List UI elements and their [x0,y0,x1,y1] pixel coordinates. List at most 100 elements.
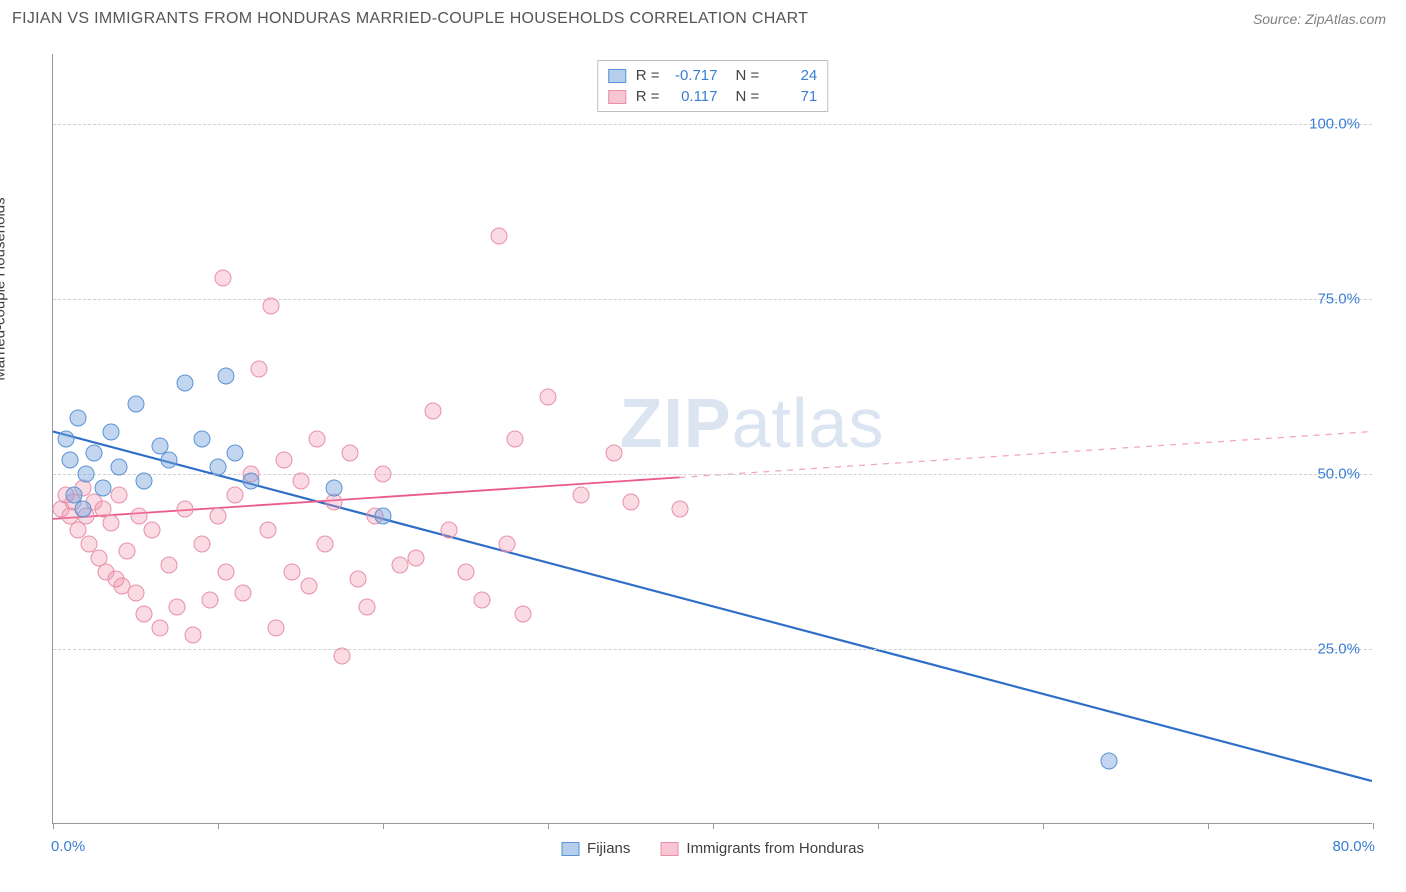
scatter-point [317,536,334,553]
scatter-point [259,522,276,539]
legend-bottom: Fijians Immigrants from Honduras [561,840,864,857]
scatter-point [185,627,202,644]
scatter-point [135,473,152,490]
scatter-point [606,445,623,462]
scatter-point [168,599,185,616]
x-tick [1373,823,1374,829]
scatter-point [69,410,86,427]
swatch-blue [608,69,626,83]
scatter-point [292,473,309,490]
x-tick [1208,823,1209,829]
scatter-point [342,445,359,462]
gridline [53,649,1372,650]
scatter-point [515,606,532,623]
scatter-point [177,501,194,518]
stats-legend-box: R = -0.717 N = 24 R = 0.117 N = 71 [597,60,829,112]
scatter-point [144,522,161,539]
scatter-point [74,501,91,518]
scatter-point [375,466,392,483]
scatter-point [160,452,177,469]
scatter-point [267,620,284,637]
swatch-blue [561,842,579,856]
x-tick-label: 0.0% [51,838,85,855]
scatter-point [243,473,260,490]
x-tick [53,823,54,829]
watermark: ZIPatlas [620,383,885,463]
scatter-point [474,592,491,609]
scatter-point [424,403,441,420]
y-axis-label: Married-couple Households [0,197,9,380]
scatter-point [210,459,227,476]
scatter-point [391,557,408,574]
x-tick [548,823,549,829]
scatter-point [61,452,78,469]
scatter-point [214,270,231,287]
scatter-point [358,599,375,616]
scatter-point [408,550,425,567]
chart-title: FIJIAN VS IMMIGRANTS FROM HONDURAS MARRI… [12,10,808,28]
scatter-point [251,361,268,378]
scatter-point [130,508,147,525]
trendline-pink-extrapolated [680,432,1372,478]
y-tick-label: 25.0% [1317,641,1360,658]
chart-container: Married-couple Households ZIPatlas R = -… [10,44,1396,884]
scatter-point [498,536,515,553]
legend-label: Fijians [587,840,630,857]
trend-lines-svg [53,54,1372,823]
scatter-point [234,585,251,602]
scatter-point [160,557,177,574]
scatter-point [127,396,144,413]
x-tick-label: 80.0% [1332,838,1375,855]
scatter-point [201,592,218,609]
gridline [53,124,1372,125]
scatter-point [78,466,95,483]
scatter-point [300,578,317,595]
scatter-point [573,487,590,504]
scatter-point [94,480,111,497]
scatter-point [622,494,639,511]
scatter-point [193,431,210,448]
scatter-point [226,445,243,462]
scatter-point [135,606,152,623]
legend-item-pink: Immigrants from Honduras [660,840,864,857]
scatter-point [672,501,689,518]
scatter-point [111,487,128,504]
scatter-point [119,543,136,560]
scatter-point [457,564,474,581]
scatter-point [86,445,103,462]
scatter-point [540,389,557,406]
scatter-point [177,375,194,392]
scatter-point [58,431,75,448]
gridline [53,299,1372,300]
scatter-point [111,459,128,476]
scatter-point [284,564,301,581]
scatter-point [102,515,119,532]
x-tick [878,823,879,829]
y-tick-label: 75.0% [1317,291,1360,308]
scatter-point [1101,753,1118,770]
legend-label: Immigrants from Honduras [686,840,864,857]
scatter-point [441,522,458,539]
x-tick [1043,823,1044,829]
scatter-point [350,571,367,588]
scatter-point [507,431,524,448]
scatter-point [276,452,293,469]
scatter-point [325,480,342,497]
scatter-point [152,620,169,637]
scatter-point [218,368,235,385]
scatter-point [262,298,279,315]
x-tick [218,823,219,829]
scatter-point [490,228,507,245]
scatter-point [210,508,227,525]
source-attribution: Source: ZipAtlas.com [1253,11,1386,27]
scatter-point [102,424,119,441]
scatter-point [309,431,326,448]
x-tick [713,823,714,829]
scatter-point [333,648,350,665]
swatch-pink [608,90,626,104]
x-tick [383,823,384,829]
scatter-point [218,564,235,581]
stats-row-blue: R = -0.717 N = 24 [608,65,818,86]
plot-area: ZIPatlas R = -0.717 N = 24 R = 0.117 N =… [52,54,1372,824]
swatch-pink [660,842,678,856]
